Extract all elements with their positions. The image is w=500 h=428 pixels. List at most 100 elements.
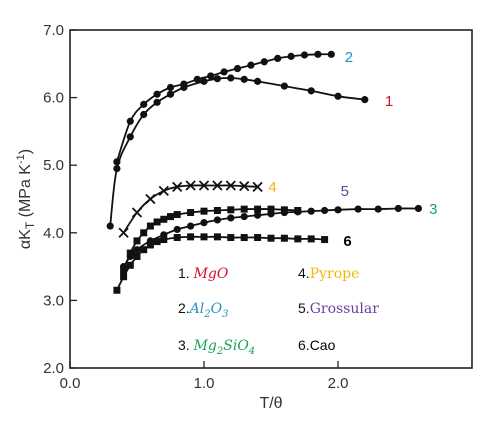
legend-formula-part: Mg — [193, 338, 217, 354]
series-1-point — [213, 75, 221, 83]
series-4-point — [158, 185, 169, 197]
series-5-point — [140, 229, 148, 237]
y-tick-label: 7.0 — [43, 22, 64, 39]
x-tick-label: 2.0 — [328, 375, 349, 392]
series-6-point — [133, 252, 141, 260]
series-4-point — [185, 180, 196, 191]
series-5-point — [267, 205, 275, 213]
series-1-point — [280, 82, 288, 90]
y-tick-label: 5.0 — [43, 157, 64, 174]
series-5-point — [240, 205, 248, 213]
x-axis-label: T/θ — [259, 395, 282, 412]
series-2-point — [166, 83, 175, 92]
series-1-point — [140, 110, 148, 119]
curve-number-5: 5 — [341, 183, 349, 200]
series-5-point — [173, 211, 181, 219]
series-5-point — [153, 218, 161, 226]
legend-formula-part: 3 — [222, 309, 228, 320]
series-3-point — [133, 246, 141, 254]
series-6-point — [120, 273, 128, 281]
series-6-point — [321, 236, 329, 244]
curve-number-3: 3 — [429, 201, 437, 218]
series-3-point — [213, 216, 221, 224]
series-1-point — [113, 164, 121, 173]
series-4-point — [252, 181, 263, 192]
series-5-point — [213, 206, 221, 214]
series-6-point — [146, 241, 154, 249]
legend-number: 3. — [178, 337, 194, 353]
x-tick-label: 1.0 — [194, 375, 215, 392]
series-6-point — [200, 233, 208, 241]
series-5-point — [280, 206, 288, 214]
series-6-point — [160, 236, 168, 244]
series-4 — [118, 180, 263, 238]
curve-number-6: 6 — [343, 233, 351, 250]
series-5-point — [294, 206, 302, 214]
series-6-point — [227, 234, 235, 242]
series-3-point — [240, 212, 248, 221]
series-3-point — [200, 219, 208, 227]
series-5-point — [167, 213, 174, 221]
x-tick-label: 0.0 — [60, 375, 81, 392]
series-6 — [113, 233, 329, 294]
y-tick-label: 4.0 — [43, 225, 64, 242]
series-2-point — [207, 72, 215, 80]
series-4-point — [198, 180, 210, 191]
series-2-point — [327, 50, 335, 58]
legend-entry-5: 3. Mg2SiO4 — [178, 337, 255, 357]
legend-number: 2. — [178, 300, 190, 316]
series-2-point — [233, 64, 242, 73]
series-2-point — [126, 117, 134, 125]
series-1 — [106, 74, 369, 230]
series-6-point — [254, 234, 262, 242]
curve-number-1: 1 — [385, 93, 393, 110]
series-6-point — [267, 234, 275, 242]
series-3-point — [354, 205, 362, 213]
series-4-point — [145, 193, 156, 205]
series-5-point — [254, 205, 262, 213]
series-6-point — [294, 235, 302, 243]
legend-formula-part: Cao — [310, 337, 336, 353]
series-4-point — [118, 227, 129, 238]
legend-entry-4: 5.Grossular — [298, 300, 379, 317]
series-3-point — [334, 206, 342, 214]
series-2-point — [287, 52, 295, 60]
legend-entry-6: 6.Cao — [298, 337, 336, 353]
series-5-point — [160, 215, 168, 223]
plot-frame — [69, 29, 473, 369]
series-2-point — [140, 100, 148, 108]
series-1-point — [126, 133, 134, 141]
series-6-point — [126, 261, 134, 269]
series-5-point — [120, 266, 128, 274]
series-6-point — [140, 246, 148, 254]
series-1-point — [200, 77, 208, 85]
y-tick-label: 2.0 — [43, 360, 64, 377]
y-axis-label: αKT (MPa K-1) — [15, 149, 37, 249]
series-1-point — [106, 222, 114, 230]
series-6-point — [307, 235, 315, 243]
series-5-point — [187, 209, 195, 217]
y-axis-label-unit: (MPa K — [17, 164, 34, 222]
series-1-point — [227, 74, 235, 82]
series-2-point — [220, 68, 228, 76]
series-1-point — [254, 77, 262, 85]
series-5-point — [133, 237, 141, 245]
series-2-point — [180, 80, 188, 88]
series-1-point — [153, 98, 161, 106]
series-4-point — [225, 180, 236, 191]
series-4-point — [212, 180, 223, 191]
series-1-point — [334, 92, 342, 100]
legend-formula-part: 2 — [203, 309, 210, 320]
series-5 — [120, 205, 302, 274]
series-3-point — [187, 222, 195, 230]
series-5-point — [126, 249, 134, 257]
series-6-point — [213, 233, 221, 241]
series-4-point — [239, 181, 250, 192]
series-2-point — [314, 50, 322, 58]
series-2-point — [274, 54, 282, 62]
series-5-point — [227, 206, 235, 214]
series-3-point — [227, 214, 235, 222]
series-3-point — [173, 225, 181, 234]
series-2-point — [113, 158, 121, 166]
